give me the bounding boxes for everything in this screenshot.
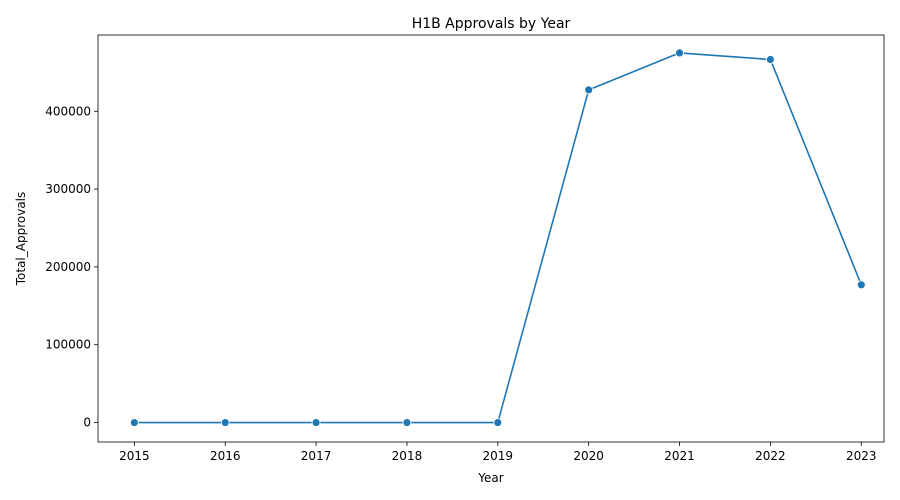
x-tick-label: 2022 (755, 449, 786, 463)
y-tick-label: 400000 (45, 104, 91, 118)
x-axis-title: Year (477, 471, 503, 485)
x-tick-label: 2023 (846, 449, 877, 463)
y-axis: 0 100000 200000 300000 400000 (45, 104, 98, 430)
data-point (493, 418, 503, 427)
x-tick-label: 2021 (664, 449, 695, 463)
chart-title: H1B Approvals by Year (412, 16, 571, 32)
y-tick-label: 300000 (45, 182, 91, 196)
x-tick-label: 2017 (301, 449, 332, 463)
y-tick-label: 100000 (45, 338, 91, 352)
data-point (584, 85, 594, 95)
data-point (402, 418, 412, 427)
x-tick-label: 2018 (392, 449, 423, 463)
x-tick-label: 2019 (483, 449, 514, 463)
data-point (856, 280, 866, 290)
x-axis: 2015 2016 2017 2018 2019 2020 2021 2022 2023 (119, 442, 877, 463)
data-point (311, 418, 321, 427)
y-tick-label: 200000 (45, 260, 91, 274)
x-tick-label: 2015 (119, 449, 150, 463)
y-tick-label: 0 (83, 416, 91, 430)
x-tick-label: 2016 (210, 449, 241, 463)
series-layer (129, 48, 866, 427)
data-point (220, 418, 230, 427)
data-point (675, 48, 684, 58)
data-point (766, 55, 775, 64)
plot-area (97, 34, 885, 443)
y-axis-title: Total_Approvals (14, 192, 28, 287)
data-point (129, 418, 139, 427)
x-tick-label: 2020 (573, 449, 604, 463)
